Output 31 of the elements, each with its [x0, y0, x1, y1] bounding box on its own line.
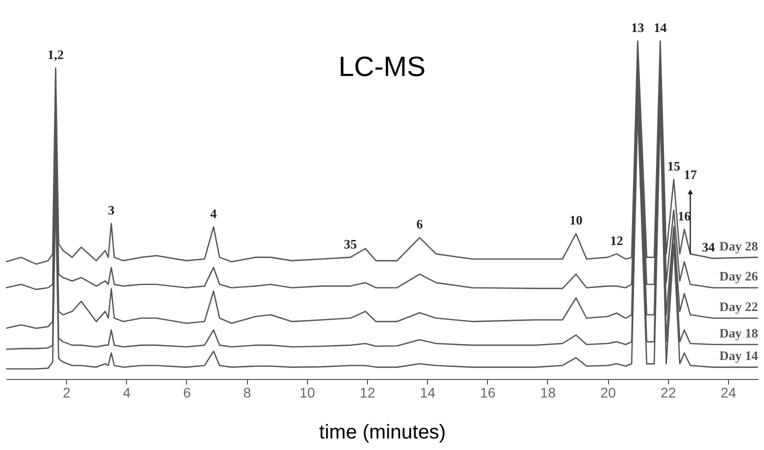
annotation: 3: [108, 202, 116, 218]
annotation: 4: [210, 206, 218, 221]
annotation: 14: [654, 20, 668, 35]
x-tick-label: 12: [360, 384, 376, 400]
x-tick-label: 8: [243, 384, 252, 400]
x-tick-label: 20: [600, 384, 616, 400]
annotation: 17: [684, 166, 698, 182]
x-tick-label: 16: [480, 384, 496, 400]
annotation: 12: [610, 232, 624, 248]
x-tick-label: 18: [540, 384, 556, 400]
series-label: Day 22: [719, 299, 758, 314]
x-tick-label: 6: [183, 384, 192, 400]
chart-title: LC-MS: [338, 51, 426, 82]
series-label: Day 14: [719, 348, 758, 364]
x-tick-label: 14: [420, 384, 436, 400]
x-tick-label: 22: [660, 384, 676, 400]
annotation: 15: [667, 158, 681, 174]
series-label: Day 26: [719, 268, 758, 284]
annotation: 10: [570, 212, 583, 228]
series-label: Day 28: [719, 238, 758, 254]
annotation: 1,2: [48, 47, 64, 62]
annotation: 13: [631, 20, 645, 35]
x-tick-label: 2: [62, 384, 71, 400]
annotation: 6: [416, 216, 424, 232]
x-tick-label: 4: [122, 384, 131, 400]
x-axis-title: time (minutes): [319, 422, 446, 444]
x-tick-label: 10: [300, 384, 316, 400]
x-tick-label: 24: [720, 384, 736, 400]
series-label: Day 18: [719, 326, 758, 341]
annotation: 35: [344, 236, 358, 252]
annotation: 34: [702, 239, 716, 254]
